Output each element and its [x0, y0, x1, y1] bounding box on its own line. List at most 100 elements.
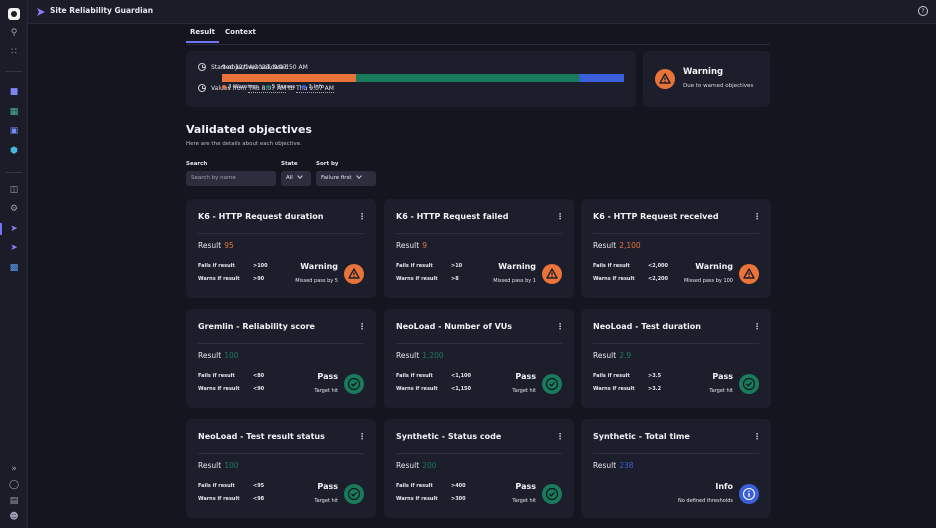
apps-grid-icon[interactable]: ∷: [11, 47, 17, 57]
dashboard-icon[interactable]: ▣: [9, 126, 19, 136]
fails-threshold: Fails if result <80: [198, 373, 265, 379]
clock-icon: [198, 63, 206, 71]
support-icon[interactable]: ◯: [9, 480, 20, 490]
card-divider: [396, 233, 562, 234]
hexagon-icon[interactable]: ⬢: [10, 146, 18, 156]
more-options-icon[interactable]: ⋮: [753, 212, 761, 221]
legend-passes: 5 Passes: [265, 84, 295, 90]
timeframe-from[interactable]: Thu 8:07 AM: [248, 85, 287, 93]
more-options-icon[interactable]: ⋮: [358, 212, 366, 221]
bar-segment-info: [579, 74, 624, 82]
sort-select[interactable]: Failure first: [316, 171, 376, 186]
result-value: 1,200: [422, 351, 444, 360]
objective-status: Pass: [712, 372, 733, 381]
settings-icon[interactable]: ⚙: [9, 204, 19, 214]
objective-card[interactable]: NeoLoad - Number of VUs ⋮ Result 1,200 Fa…: [384, 309, 574, 408]
objective-result: Result 100: [198, 351, 239, 360]
objective-card[interactable]: NeoLoad - Test result status ⋮ Result 100…: [186, 419, 376, 518]
help-icon[interactable]: ?: [918, 6, 928, 16]
more-options-icon[interactable]: ⋮: [556, 432, 564, 441]
objective-card[interactable]: Gremlin - Reliability score ⋮ Result 100 …: [186, 309, 376, 408]
chevron-down-icon: [355, 173, 362, 179]
tab-result[interactable]: Result: [186, 27, 220, 43]
search-icon[interactable]: ⚲: [10, 28, 18, 38]
fails-threshold: Fails if result <2,000: [593, 263, 669, 269]
more-options-icon[interactable]: ⋮: [753, 432, 761, 441]
fails-threshold: Fails if result <1,100: [396, 373, 472, 379]
objective-status-detail: Target hit: [709, 388, 733, 394]
search-input[interactable]: Search by name: [186, 171, 276, 186]
more-options-icon[interactable]: ⋮: [556, 322, 564, 331]
more-options-icon[interactable]: ⋮: [358, 432, 366, 441]
check-icon: [542, 484, 562, 504]
cube-icon[interactable]: ■: [9, 87, 19, 97]
objective-status-bar: [222, 74, 624, 82]
objective-title: NeoLoad - Number of VUs: [396, 322, 513, 331]
objective-status: Warning: [300, 262, 338, 271]
expand-sidebar-icon[interactable]: »: [11, 464, 17, 474]
widgets-icon[interactable]: ▩: [9, 263, 19, 273]
timer-icon: [198, 84, 206, 92]
info-icon: [739, 484, 759, 504]
more-options-icon[interactable]: ⋮: [753, 322, 761, 331]
warns-threshold: Warns if result <2,200: [593, 276, 669, 282]
warns-threshold: Warns if result >3.2: [593, 386, 662, 392]
result-value: 2,100: [619, 241, 641, 250]
more-options-icon[interactable]: ⋮: [358, 322, 366, 331]
objective-result: Result 200: [396, 461, 437, 470]
warning-icon: [344, 264, 364, 284]
guardian-icon[interactable]: ➤: [10, 224, 18, 234]
bar-segment-passes: [355, 74, 580, 82]
started-timestamp: Started 12/14/2023, 9:07:50 AM: [211, 64, 308, 71]
objective-title: K6 - HTTP Request duration: [198, 212, 324, 221]
objective-status: Warning: [498, 262, 536, 271]
objective-status-detail: Missed pass by 1: [493, 278, 536, 284]
card-divider: [198, 453, 364, 454]
objective-card[interactable]: Synthetic - Status code ⋮ Result 200 Fail…: [384, 419, 574, 518]
fails-threshold: Fails if result >3.5: [593, 373, 662, 379]
objective-card[interactable]: Synthetic - Total time ⋮ Result 238 Info …: [581, 419, 771, 518]
more-options-icon[interactable]: ⋮: [556, 212, 564, 221]
objective-status: Warning: [695, 262, 733, 271]
timeframe: Values from Thu 8:07 AM to Thu 9:07 AM: [211, 85, 334, 93]
user-icon[interactable]: ☻: [9, 512, 19, 522]
state-select[interactable]: All: [281, 171, 311, 186]
check-icon: [344, 374, 364, 394]
dynatrace-logo-icon[interactable]: [8, 8, 20, 20]
warns-threshold: Warns if result <98: [198, 496, 265, 502]
objective-title: K6 - HTTP Request failed: [396, 212, 509, 221]
chevron-down-icon: [296, 173, 303, 179]
objective-status: Pass: [515, 372, 536, 381]
legend-warnings: 3 Warnings: [222, 84, 259, 90]
monitor-icon[interactable]: ◫: [9, 185, 19, 195]
objective-card[interactable]: K6 - HTTP Request received ⋮ Result 2,100…: [581, 199, 771, 298]
bar-segment-warnings: [222, 74, 356, 82]
fails-threshold: Fails if result >100: [198, 263, 268, 269]
timeframe-prefix: Values from: [211, 85, 247, 92]
search-label: Search: [186, 161, 208, 167]
fails-threshold: Fails if result >10: [396, 263, 463, 269]
active-indicator: [0, 223, 2, 235]
objective-status-detail: Target hit: [512, 498, 536, 504]
result-value: 200: [422, 461, 437, 470]
objective-result: Result 238: [593, 461, 634, 470]
objective-result: Result 1,200: [396, 351, 444, 360]
objective-card[interactable]: K6 - HTTP Request failed ⋮ Result 9 Fails…: [384, 199, 574, 298]
objective-result: Result 95: [198, 241, 234, 250]
result-value: 100: [224, 461, 239, 470]
notifications-icon[interactable]: ▤: [9, 496, 19, 506]
objective-title: Synthetic - Total time: [593, 432, 690, 441]
left-sidebar: ⚲ ∷ ■ ▦ ▣ ⬢ ◫ ⚙ ➤ ➤ ▩ » ◯ ▤ ☻: [0, 0, 28, 528]
legend-info: 1 Info: [302, 84, 324, 90]
tab-context[interactable]: Context: [225, 28, 256, 36]
objective-card[interactable]: NeoLoad - Test duration ⋮ Result 2.9 Fail…: [581, 309, 771, 408]
sort-value: Failure first: [321, 175, 352, 181]
workflow-icon[interactable]: ➤: [10, 243, 18, 253]
guardian-app-icon: [37, 8, 45, 16]
objective-status: Info: [715, 482, 733, 491]
chart-icon[interactable]: ▦: [9, 107, 19, 117]
state-label: State: [281, 161, 298, 167]
app-title: Site Reliability Guardian: [50, 6, 154, 15]
objective-card[interactable]: K6 - HTTP Request duration ⋮ Result 95 Fa…: [186, 199, 376, 298]
timeframe-to[interactable]: Thu 9:07 AM: [296, 85, 334, 93]
